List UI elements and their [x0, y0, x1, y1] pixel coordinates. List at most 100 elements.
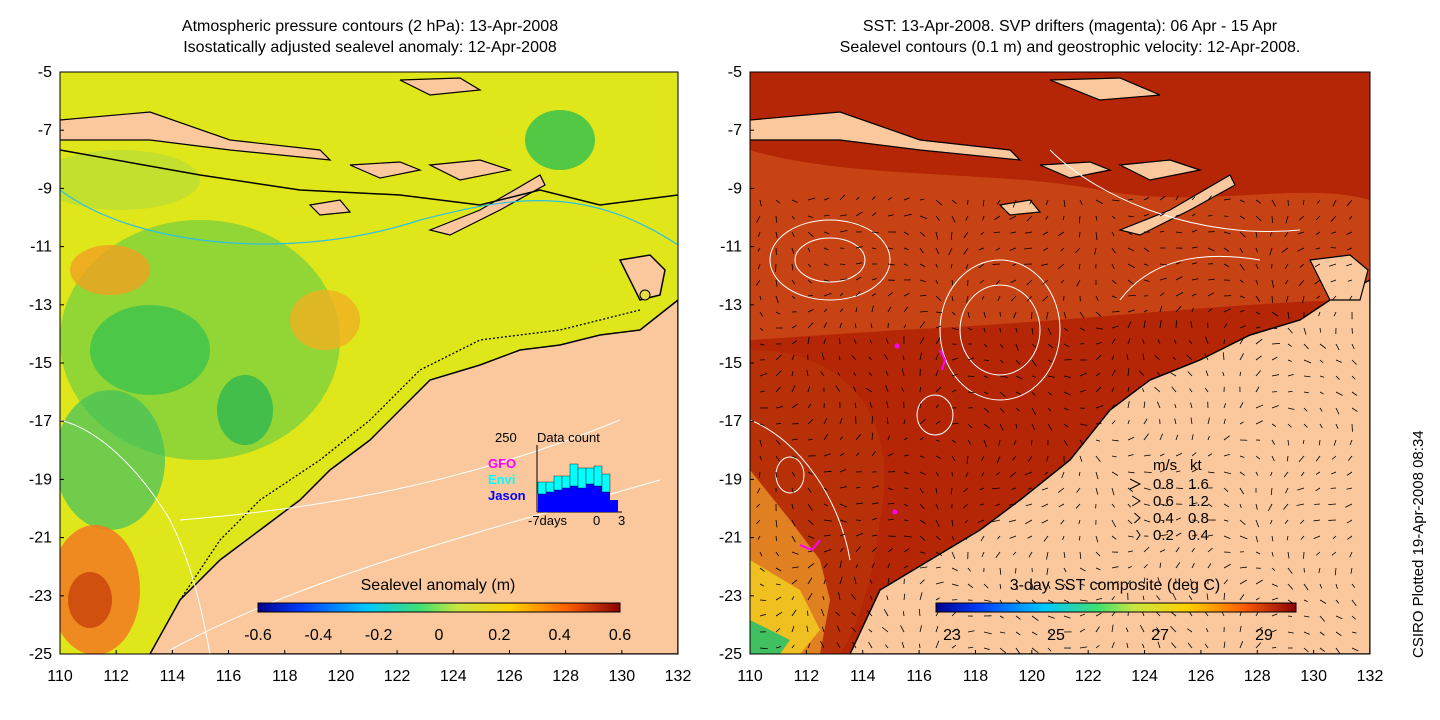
velocity-arrow	[839, 278, 848, 281]
low-anomaly-core	[90, 305, 210, 395]
velocity-arrow	[887, 306, 892, 313]
velocity-arrow	[1318, 439, 1321, 446]
right-map	[750, 72, 1370, 654]
velocity-arrow	[1079, 583, 1085, 586]
velocity-arrow	[903, 231, 910, 236]
velocity-arrow	[963, 487, 969, 493]
velocity-arrow	[1063, 343, 1070, 348]
velocity-arrow	[1303, 327, 1307, 335]
sst-colorbar-tick-label: 29	[1255, 627, 1273, 644]
velocity-arrow	[823, 322, 827, 329]
velocity-arrow	[980, 535, 985, 542]
velocity-arrow	[1316, 295, 1321, 299]
velocity-arrow	[997, 295, 1001, 302]
right-title-line2: Sealevel contours (0.1 m) and geostrophi…	[839, 39, 1301, 56]
velocity-arrow	[1255, 551, 1261, 555]
plot-credit: CSIRO Plotted 19-Apr-2008 08:34	[1410, 430, 1427, 658]
velocity-arrow	[823, 534, 831, 537]
velocity-arrow	[1271, 374, 1280, 377]
velocity-arrow	[757, 247, 761, 252]
right-x-tick-label: 112	[794, 668, 820, 685]
velocity-arrow	[1287, 423, 1292, 428]
velocity-legend-ms: 0.8	[1153, 476, 1174, 493]
velocity-arrow	[807, 279, 813, 284]
velocity-arrow	[935, 231, 939, 240]
velocity-arrow	[1079, 423, 1088, 426]
velocity-arrow	[837, 372, 841, 377]
velocity-arrow	[1207, 247, 1215, 252]
velocity-arrow	[1191, 486, 1197, 489]
velocity-arrow	[1173, 339, 1177, 345]
velocity-arrow	[1255, 455, 1261, 460]
velocity-arrow	[1142, 339, 1145, 345]
velocity-arrow	[1175, 532, 1182, 537]
velocity-arrow	[995, 551, 1001, 559]
velocity-arrow	[1047, 407, 1052, 412]
velocity-arrow	[759, 311, 763, 317]
velocity-arrow	[919, 566, 928, 569]
velocity-arrow	[1009, 215, 1017, 220]
velocity-arrow	[978, 247, 985, 251]
velocity-arrow	[1319, 615, 1326, 622]
velocity-arrow	[1335, 375, 1340, 380]
velocity-arrow	[1095, 567, 1101, 571]
velocity-arrow	[1127, 550, 1134, 553]
velocity-arrow	[775, 406, 783, 409]
velocity-arrow	[807, 503, 813, 511]
velocity-arrow	[1287, 407, 1295, 410]
velocity-arrow	[807, 295, 813, 297]
left-title-line1: Atmospheric pressure contours (2 hPa): 1…	[181, 18, 559, 35]
left-x-tick-label: 128	[552, 668, 579, 685]
velocity-arrow	[1012, 263, 1017, 266]
velocity-arrow	[1127, 566, 1133, 569]
right-y-tick-label: -11	[720, 239, 742, 256]
velocity-arrow	[950, 487, 953, 495]
velocity-arrow	[999, 583, 1002, 589]
velocity-arrow	[791, 487, 794, 493]
velocity-arrow	[1031, 423, 1035, 430]
velocity-arrow	[919, 310, 928, 313]
velocity-arrow	[1095, 354, 1102, 361]
velocity-arrow	[1143, 433, 1149, 441]
velocity-arrow	[1302, 295, 1305, 304]
velocity-arrow	[1335, 583, 1338, 589]
velocity-arrow	[1223, 323, 1228, 329]
velocity-arrow	[1024, 231, 1033, 234]
velocity-arrow	[835, 385, 841, 393]
velocity-arrow	[1140, 624, 1145, 633]
velocity-arrow	[1127, 263, 1135, 269]
velocity-arrow	[1127, 198, 1133, 201]
velocity-arrow	[1331, 295, 1337, 301]
velocity-arrow	[775, 519, 778, 528]
timor-island	[428, 174, 546, 236]
velocity-arrow	[823, 308, 828, 313]
velocity-arrow	[1015, 583, 1018, 591]
velocity-arrow	[935, 640, 940, 649]
velocity-arrow	[1159, 562, 1161, 569]
velocity-arrow	[1111, 311, 1120, 313]
velocity-arrow	[1351, 407, 1358, 412]
velocity-arrow	[1303, 599, 1308, 602]
velocity-arrow	[1126, 642, 1129, 649]
velocity-arrow	[1111, 566, 1119, 569]
velocity-arrow	[919, 643, 921, 649]
velocity-arrow	[1075, 247, 1081, 254]
velocity-arrow	[1111, 338, 1116, 345]
velocity-arrow	[1078, 535, 1081, 541]
velocity-arrow	[1335, 615, 1343, 620]
velocity-arrow	[1143, 503, 1151, 506]
velocity-arrow	[1314, 263, 1321, 268]
sla-colorbar-tick-label: -0.4	[305, 627, 333, 644]
velocity-arrow	[951, 215, 956, 223]
sla-colorbar-tick-label: -0.2	[365, 627, 393, 644]
velocity-arrow	[866, 610, 873, 617]
velocity-arrow	[1351, 647, 1359, 652]
lombok-sumbawa-island	[349, 161, 423, 179]
velocity-arrow	[1031, 327, 1034, 335]
velocity-arrow	[1015, 647, 1021, 654]
velocity-arrow	[1024, 471, 1033, 476]
velocity-arrow	[855, 532, 864, 537]
velocity-arrow	[775, 583, 781, 586]
velocity-arrow	[1239, 263, 1245, 271]
velocity-arrow	[967, 583, 974, 589]
